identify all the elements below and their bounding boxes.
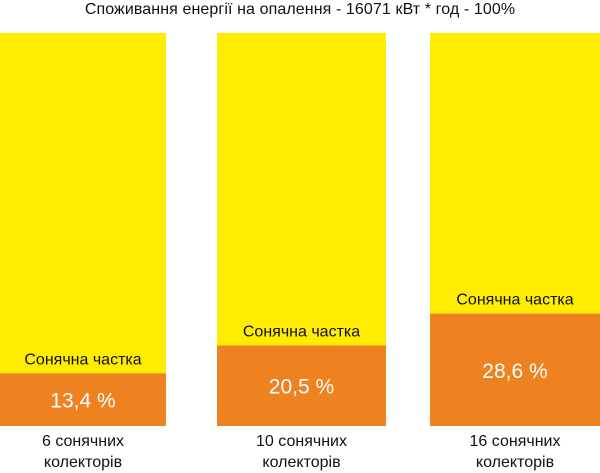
bar-solar-segment <box>0 373 166 426</box>
bar-value-label: 13,4 % <box>50 390 115 413</box>
category-label-line1: 16 сонячних <box>470 433 561 450</box>
bar-segment-label: Сонячна частка <box>24 351 141 368</box>
bar-remainder-segment <box>0 33 166 374</box>
bar-segment-label: Сонячна частка <box>456 292 573 309</box>
bar-remainder-segment <box>430 33 600 314</box>
chart-title: Споживання енергії на опалення - 16071 к… <box>84 1 516 18</box>
bar-value-label: 28,6 % <box>482 360 547 383</box>
bar-remainder-segment <box>217 33 386 346</box>
category-label-line2: колекторів <box>44 454 122 471</box>
category-label-line1: 10 сонячних <box>256 433 347 450</box>
bar-value-label: 20,5 % <box>269 376 334 399</box>
category-label-line2: колекторів <box>476 454 554 471</box>
bar-solar-segment <box>430 313 600 426</box>
bar-solar-segment <box>217 345 386 426</box>
category-label-line2: колекторів <box>262 454 340 471</box>
category-label-line1: 6 сонячних <box>42 433 124 450</box>
bar-segment-label: Сонячна частка <box>243 323 360 340</box>
